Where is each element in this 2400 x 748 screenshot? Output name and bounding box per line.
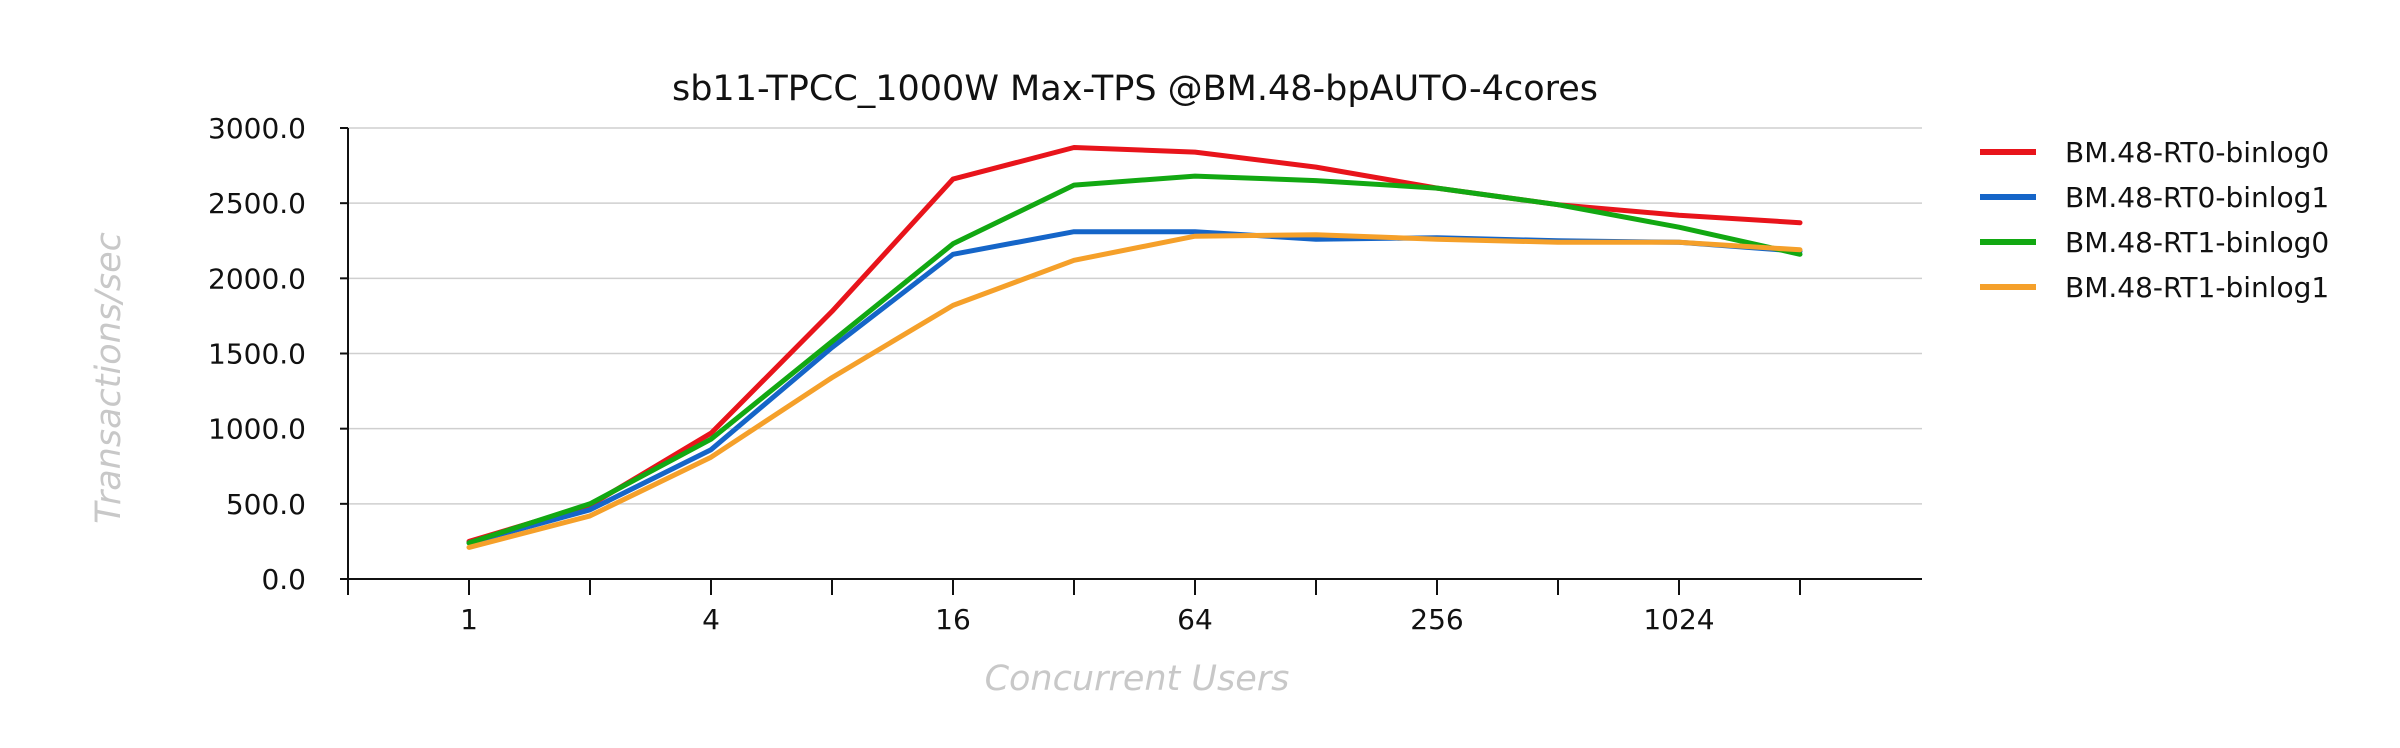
y-tick-label: 1000.0 [208,413,306,446]
y-tick-label: 1500.0 [208,338,306,371]
y-tick-label: 0.0 [261,563,306,596]
y-axis-label: Transactions/sec [89,232,129,524]
series-line-4 [466,232,1803,550]
legend-label: BM.48-RT0-binlog1 [2065,181,2329,214]
legend-label: BM.48-RT1-binlog0 [2065,226,2329,259]
series-line-3 [466,173,1803,546]
y-tick-label: 2000.0 [208,262,306,295]
y-tick-label: 3000.0 [208,112,306,145]
x-tick-label: 4 [702,603,720,636]
x-tick-label: 1 [460,603,478,636]
chart-title: sb11-TPCC_1000W Max-TPS @BM.48-bpAUTO-4c… [672,69,1598,109]
axes [340,127,1922,595]
x-axis-ticks: 1 4 16 64 256 1024 [460,603,1715,636]
x-tick-label: 64 [1177,603,1213,636]
x-axis-label: Concurrent Users [985,659,1290,699]
x-tick-label: 1024 [1643,603,1714,636]
legend-label: BM.48-RT0-binlog0 [2065,136,2329,169]
y-tick-label: 500.0 [226,488,306,521]
gridlines [348,127,1922,505]
y-axis-ticks: 0.0 500.0 1000.0 1500.0 2000.0 2500.0 3000.0 [208,112,306,596]
series-line-1 [466,145,1803,544]
x-tick-label: 16 [935,603,971,636]
y-tick-label: 2500.0 [208,187,306,220]
x-tick-label: 256 [1410,603,1463,636]
series-lines [466,145,1803,550]
legend: BM.48-RT0-binlog0 BM.48-RT0-binlog1 BM.48-… [1980,136,2329,304]
legend-label: BM.48-RT1-binlog1 [2065,271,2329,304]
